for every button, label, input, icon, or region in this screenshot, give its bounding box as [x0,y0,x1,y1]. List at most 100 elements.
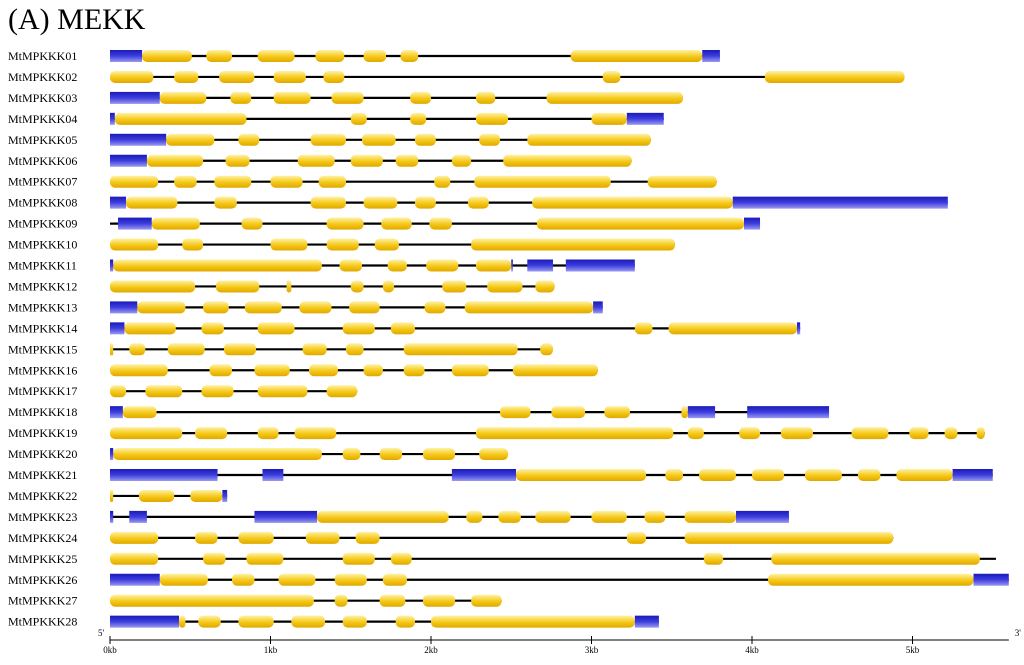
gene-row: MtMPKKK09 [8,217,761,231]
utr-block [634,615,659,628]
gene-row: MtMPKKK17 [8,384,358,398]
cds-exon [687,427,704,440]
cds-exon [138,489,175,502]
cds-exon [286,280,292,293]
cds-exon [309,364,338,377]
cds-exon [475,112,509,125]
gene-row: MtMPKKK23 [8,510,789,524]
cds-exon [310,196,346,209]
gene-label: MtMPKKK02 [8,70,77,84]
cds-exon [532,196,733,209]
cds-exon [540,343,553,356]
gene-row: MtMPKKK01 [8,49,720,63]
cds-exon [113,448,322,461]
cds-exon [206,50,232,62]
cds-exon [739,427,761,440]
cds-exon [535,280,555,293]
gene-row: MtMPKKK25 [8,552,996,566]
utr-block [747,406,830,419]
cds-exon [110,280,196,293]
gene-row: MtMPKKK10 [8,238,675,252]
cds-exon [238,133,260,146]
cds-exon [684,531,894,544]
utr-block [702,50,720,62]
utr-block [110,112,115,125]
cds-exon [145,385,183,398]
cds-exon [174,70,199,83]
cds-exon [363,196,398,209]
utr-block [110,133,167,146]
gene-label: MtMPKKK20 [8,447,77,461]
cds-exon [297,154,335,167]
cds-exon [527,133,651,146]
cds-exon [944,427,958,440]
cds-exon [110,238,159,251]
cds-exon [195,427,228,440]
cds-exon [179,615,186,628]
cds-exon [246,552,284,565]
cds-exon [395,615,415,628]
cds-exon [467,196,489,209]
cds-exon [422,594,456,607]
cds-exon [602,70,621,83]
gene-row: MtMPKKK26 [8,573,1009,587]
cds-exon [479,448,509,461]
utr-block [110,448,114,461]
cds-exon [339,259,362,272]
gene-row: MtMPKKK14 [8,321,801,335]
cds-exon [390,552,412,565]
tick-label: 2kb [424,645,438,655]
utr-block [262,469,284,481]
cds-exon [278,573,316,586]
utr-block [222,489,228,502]
gene-label: MtMPKKK08 [8,196,77,210]
gene-label: MtMPKKK24 [8,531,77,545]
cds-exon [570,50,703,62]
cds-exon [475,259,512,272]
cds-exon [431,615,635,628]
cds-exon [257,50,295,62]
cds-exon [591,112,627,125]
cds-exon [195,531,218,544]
cds-exon [503,154,632,167]
utr-block [732,196,948,209]
cds-exon [167,343,205,356]
cds-exon [110,70,154,83]
cds-exon [363,50,387,62]
gene-row: MtMPKKK24 [8,531,894,545]
cds-exon [681,406,688,419]
cds-exon [381,217,412,230]
cds-exon [201,385,234,398]
cds-exon [403,364,425,377]
cds-exon [665,469,683,481]
cds-exon [414,196,436,209]
cds-exon [299,301,332,314]
cds-exon [342,552,375,565]
cds-exon [203,552,226,565]
cds-exon [434,175,451,188]
utr-block [110,615,180,628]
utr-block [451,469,517,481]
gene-label: MtMPKKK07 [8,175,77,189]
cds-exon [475,427,674,440]
cds-exon [270,175,303,188]
tick-label: 3kb [585,645,599,655]
gene-label: MtMPKKK05 [8,133,77,147]
cds-exon [231,573,255,586]
gene-label: MtMPKKK03 [8,91,77,105]
cds-exon [142,50,192,62]
cds-exon [764,70,905,83]
cds-exon [124,322,176,335]
cds-exon [334,594,348,607]
cds-exon [414,133,436,146]
cds-exon [323,70,345,83]
cds-exon [451,154,472,167]
cds-exon [342,448,361,461]
gene-label: MtMPKKK10 [8,238,77,252]
cds-exon [225,154,250,167]
cds-exon [110,594,314,607]
scale-axis: 0kb 1kb 2kb 3kb 4kb 5kb 5' 3' [98,628,1021,655]
gene-label: MtMPKKK12 [8,279,77,293]
cds-exon [137,301,186,314]
cds-exon [626,531,647,544]
